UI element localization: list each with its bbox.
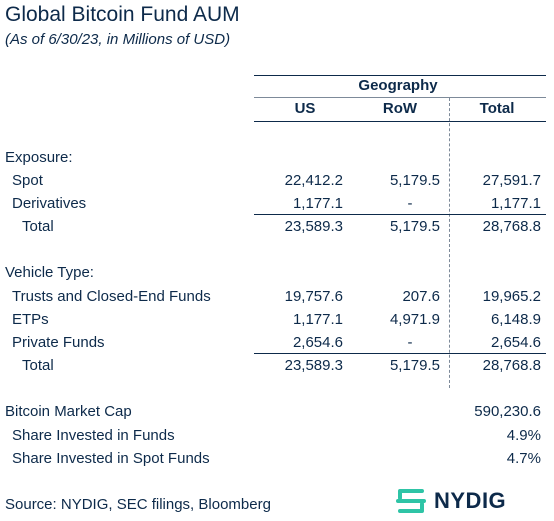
cell-us: 1,177.1	[292, 311, 343, 328]
page-subtitle: (As of 6/30/23, in Millions of USD)	[5, 31, 231, 48]
cell-row: 4,971.9	[389, 311, 440, 328]
share-spot-value: 4.7%	[506, 450, 541, 467]
cell-total: 19,965.2	[482, 288, 541, 305]
total-us: 23,589.3	[284, 218, 343, 235]
exposure-subtotal-rule	[254, 214, 546, 215]
col-header-us: US	[294, 100, 316, 117]
share-funds-label: Share Invested in Funds	[12, 427, 175, 444]
nydig-logo-icon	[396, 489, 426, 513]
row-label: Private Funds	[12, 334, 105, 351]
total-row: 5,179.5	[389, 357, 440, 374]
exposure-heading: Exposure:	[5, 149, 73, 166]
total-label: Total	[22, 218, 54, 235]
source-note: Source: NYDIG, SEC filings, Bloomberg	[5, 496, 271, 513]
row-label: Spot	[12, 172, 43, 189]
cell-total: 27,591.7	[482, 172, 541, 189]
cell-us: 2,654.6	[292, 334, 343, 351]
vehicle-heading: Vehicle Type:	[5, 264, 94, 281]
total-total: 28,768.8	[482, 357, 541, 374]
cell-row: -	[407, 334, 413, 351]
nydig-logo: NYDIG	[394, 484, 506, 518]
logo-text: NYDIG	[434, 488, 507, 513]
cell-row: 207.6	[402, 288, 440, 305]
row-label: Trusts and Closed-End Funds	[12, 288, 211, 305]
cell-us: 1,177.1	[292, 195, 343, 212]
total-label: Total	[22, 357, 54, 374]
geography-header: Geography	[358, 77, 438, 94]
vehicle-subtotal-rule	[254, 353, 546, 354]
total-total: 28,768.8	[482, 218, 541, 235]
total-column-divider	[449, 98, 450, 388]
cell-row: -	[407, 195, 413, 212]
col-header-total: Total	[479, 100, 515, 117]
row-label: Derivatives	[12, 195, 87, 212]
market-cap-value: 590,230.6	[474, 403, 541, 420]
share-funds-value: 4.9%	[506, 427, 541, 444]
header-top-rule	[254, 75, 546, 76]
page-title: Global Bitcoin Fund AUM	[5, 3, 240, 26]
cell-total: 2,654.6	[490, 334, 541, 351]
row-label: ETPs	[12, 311, 49, 328]
cell-total: 1,177.1	[490, 195, 541, 212]
total-us: 23,589.3	[284, 357, 343, 374]
cell-us: 22,412.2	[284, 172, 343, 189]
market-cap-label: Bitcoin Market Cap	[5, 403, 132, 420]
total-row: 5,179.5	[389, 218, 440, 235]
geography-rule	[254, 97, 546, 98]
col-header-row: RoW	[382, 100, 418, 117]
share-spot-label: Share Invested in Spot Funds	[12, 450, 210, 467]
cell-total: 6,148.9	[490, 311, 541, 328]
cell-us: 19,757.6	[284, 288, 343, 305]
header-bottom-rule	[254, 121, 546, 122]
cell-row: 5,179.5	[389, 172, 440, 189]
